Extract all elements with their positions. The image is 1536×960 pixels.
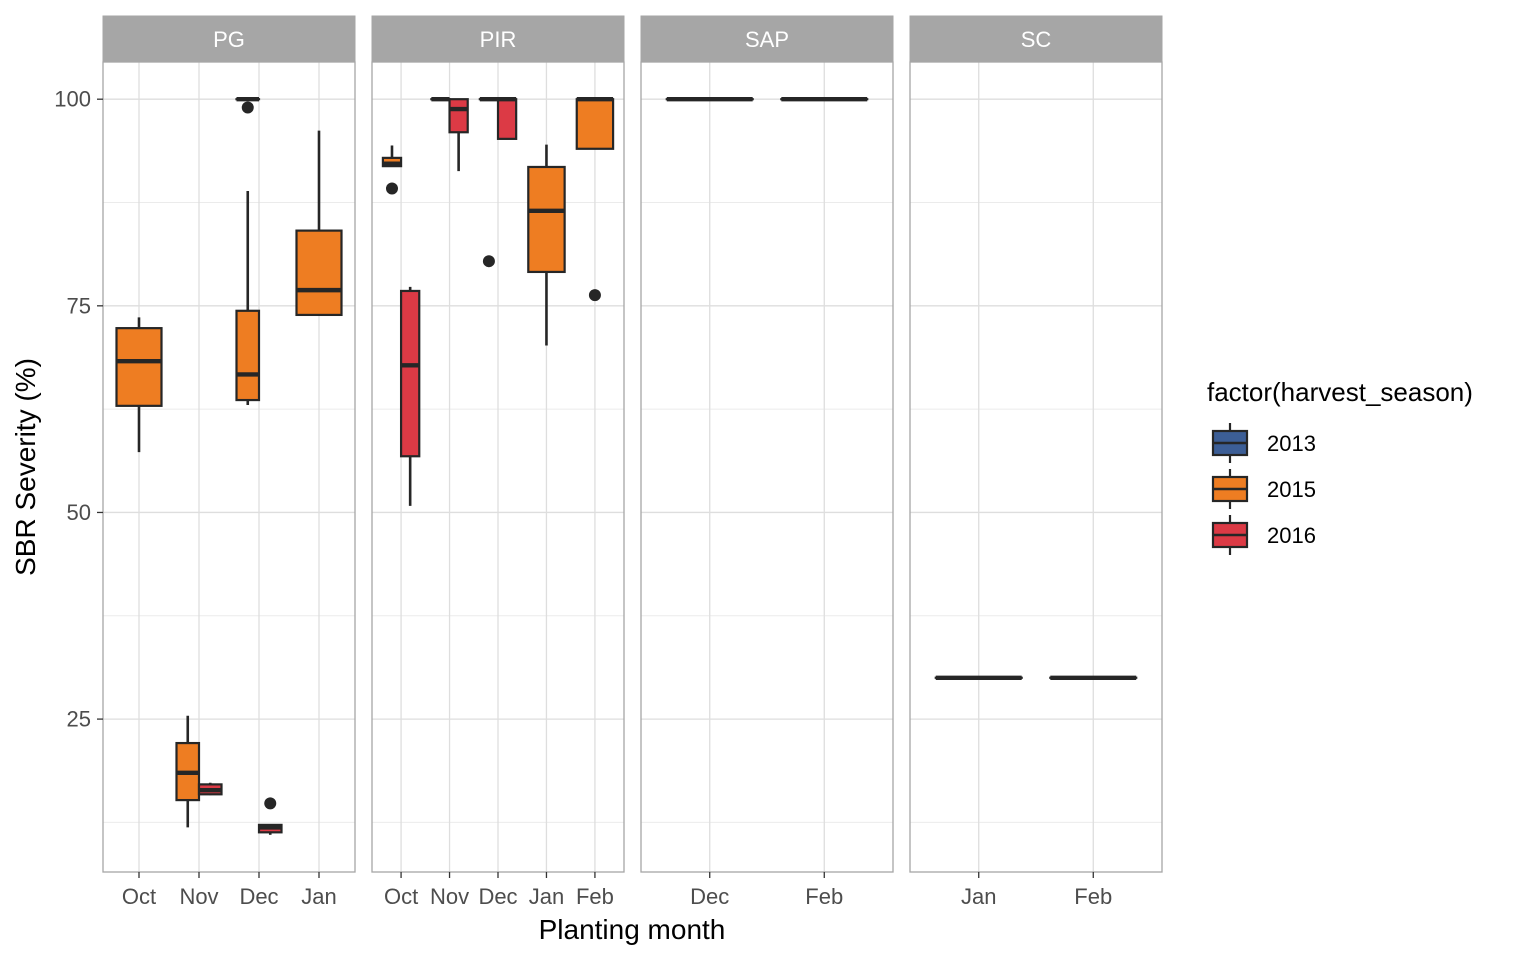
x-tick-label: Jan bbox=[961, 884, 996, 909]
box-body bbox=[527, 165, 566, 274]
box-body bbox=[575, 98, 615, 150]
x-tick-label: Nov bbox=[430, 884, 469, 909]
box-nov-2016 bbox=[448, 98, 469, 172]
box-dec-2015 bbox=[235, 190, 261, 406]
box-dec-2015 bbox=[235, 96, 261, 114]
panel-background bbox=[641, 62, 893, 872]
box-body bbox=[115, 327, 163, 407]
x-tick-label: Feb bbox=[805, 884, 843, 909]
legend-entry-label: 2015 bbox=[1267, 477, 1316, 502]
facet-strip bbox=[371, 15, 625, 62]
outlier-point bbox=[385, 182, 398, 195]
x-tick-label: Jan bbox=[529, 884, 564, 909]
panel-pir: PIR Oct Nov Dec Jan Feb bbox=[371, 15, 625, 909]
x-tick-label: Nov bbox=[179, 884, 218, 909]
box-body bbox=[448, 98, 469, 134]
x-tick-label: Dec bbox=[690, 884, 729, 909]
outlier-point bbox=[482, 255, 495, 268]
box-oct-2015 bbox=[381, 145, 403, 195]
y-axis: 25 50 75 100 bbox=[54, 87, 103, 732]
y-axis-title: SBR Severity (%) bbox=[10, 358, 41, 576]
panel-background bbox=[103, 62, 355, 872]
box-nov-2015 bbox=[175, 715, 201, 828]
facet-strip bbox=[640, 15, 894, 62]
x-tick-label: Feb bbox=[576, 884, 614, 909]
box-oct-2015 bbox=[115, 317, 163, 453]
panel-pg: PG Oct Nov Dec Jan bbox=[102, 15, 356, 909]
outlier-point bbox=[241, 101, 254, 114]
legend-key-2013: 2013 bbox=[1211, 423, 1316, 463]
legend: factor(harvest_season) 2013 2015 2016 bbox=[1207, 377, 1473, 555]
x-tick-label: Oct bbox=[122, 884, 156, 909]
x-tick-label: Dec bbox=[239, 884, 278, 909]
legend-title: factor(harvest_season) bbox=[1207, 377, 1473, 407]
x-axis-title: Planting month bbox=[539, 914, 726, 945]
x-tick-label: Feb bbox=[1074, 884, 1112, 909]
box-body bbox=[399, 289, 421, 458]
outlier-point bbox=[588, 289, 601, 302]
facet-strip bbox=[102, 15, 356, 62]
x-tick-label: Oct bbox=[384, 884, 418, 909]
legend-entry-label: 2013 bbox=[1267, 431, 1316, 456]
facet-strip-label: PG bbox=[213, 27, 245, 52]
box-body bbox=[496, 98, 518, 140]
panel-border bbox=[102, 61, 356, 873]
x-tick-label: Jan bbox=[301, 884, 336, 909]
outlier-point bbox=[264, 797, 277, 810]
box-dec-2016 bbox=[496, 96, 518, 140]
y-tick-label: 50 bbox=[67, 500, 91, 525]
panels-layer: PG Oct Nov Dec Jan PIR Oct Nov Dec Jan Feb SAP Dec Fe… bbox=[102, 15, 1163, 909]
facet-strip-label: SAP bbox=[745, 27, 789, 52]
box-jan-2015 bbox=[295, 130, 343, 317]
y-tick-label: 100 bbox=[54, 87, 91, 112]
box-nov-2016 bbox=[197, 782, 223, 796]
y-tick-label: 25 bbox=[67, 707, 91, 732]
box-body bbox=[235, 309, 261, 402]
panel-border bbox=[640, 61, 894, 873]
box-feb-2015 bbox=[575, 96, 615, 302]
box-body bbox=[295, 229, 343, 317]
facet-strip bbox=[909, 15, 1163, 62]
panel-sap: SAP Dec Feb bbox=[640, 15, 894, 909]
box-oct-2016 bbox=[399, 286, 421, 506]
panel-border bbox=[909, 61, 1163, 873]
legend-entry-label: 2016 bbox=[1267, 523, 1316, 548]
panel-background bbox=[910, 62, 1162, 872]
box-jan-2015 bbox=[527, 144, 566, 346]
box-dec-2016 bbox=[257, 797, 283, 835]
y-tick-label: 75 bbox=[67, 293, 91, 318]
x-tick-label: Dec bbox=[478, 884, 517, 909]
legend-key-2015: 2015 bbox=[1211, 469, 1316, 509]
panel-sc: SC Jan Feb bbox=[909, 15, 1163, 909]
facet-strip-label: PIR bbox=[480, 27, 517, 52]
facet-strip-label: SC bbox=[1021, 27, 1052, 52]
legend-key-2016: 2016 bbox=[1211, 515, 1316, 555]
